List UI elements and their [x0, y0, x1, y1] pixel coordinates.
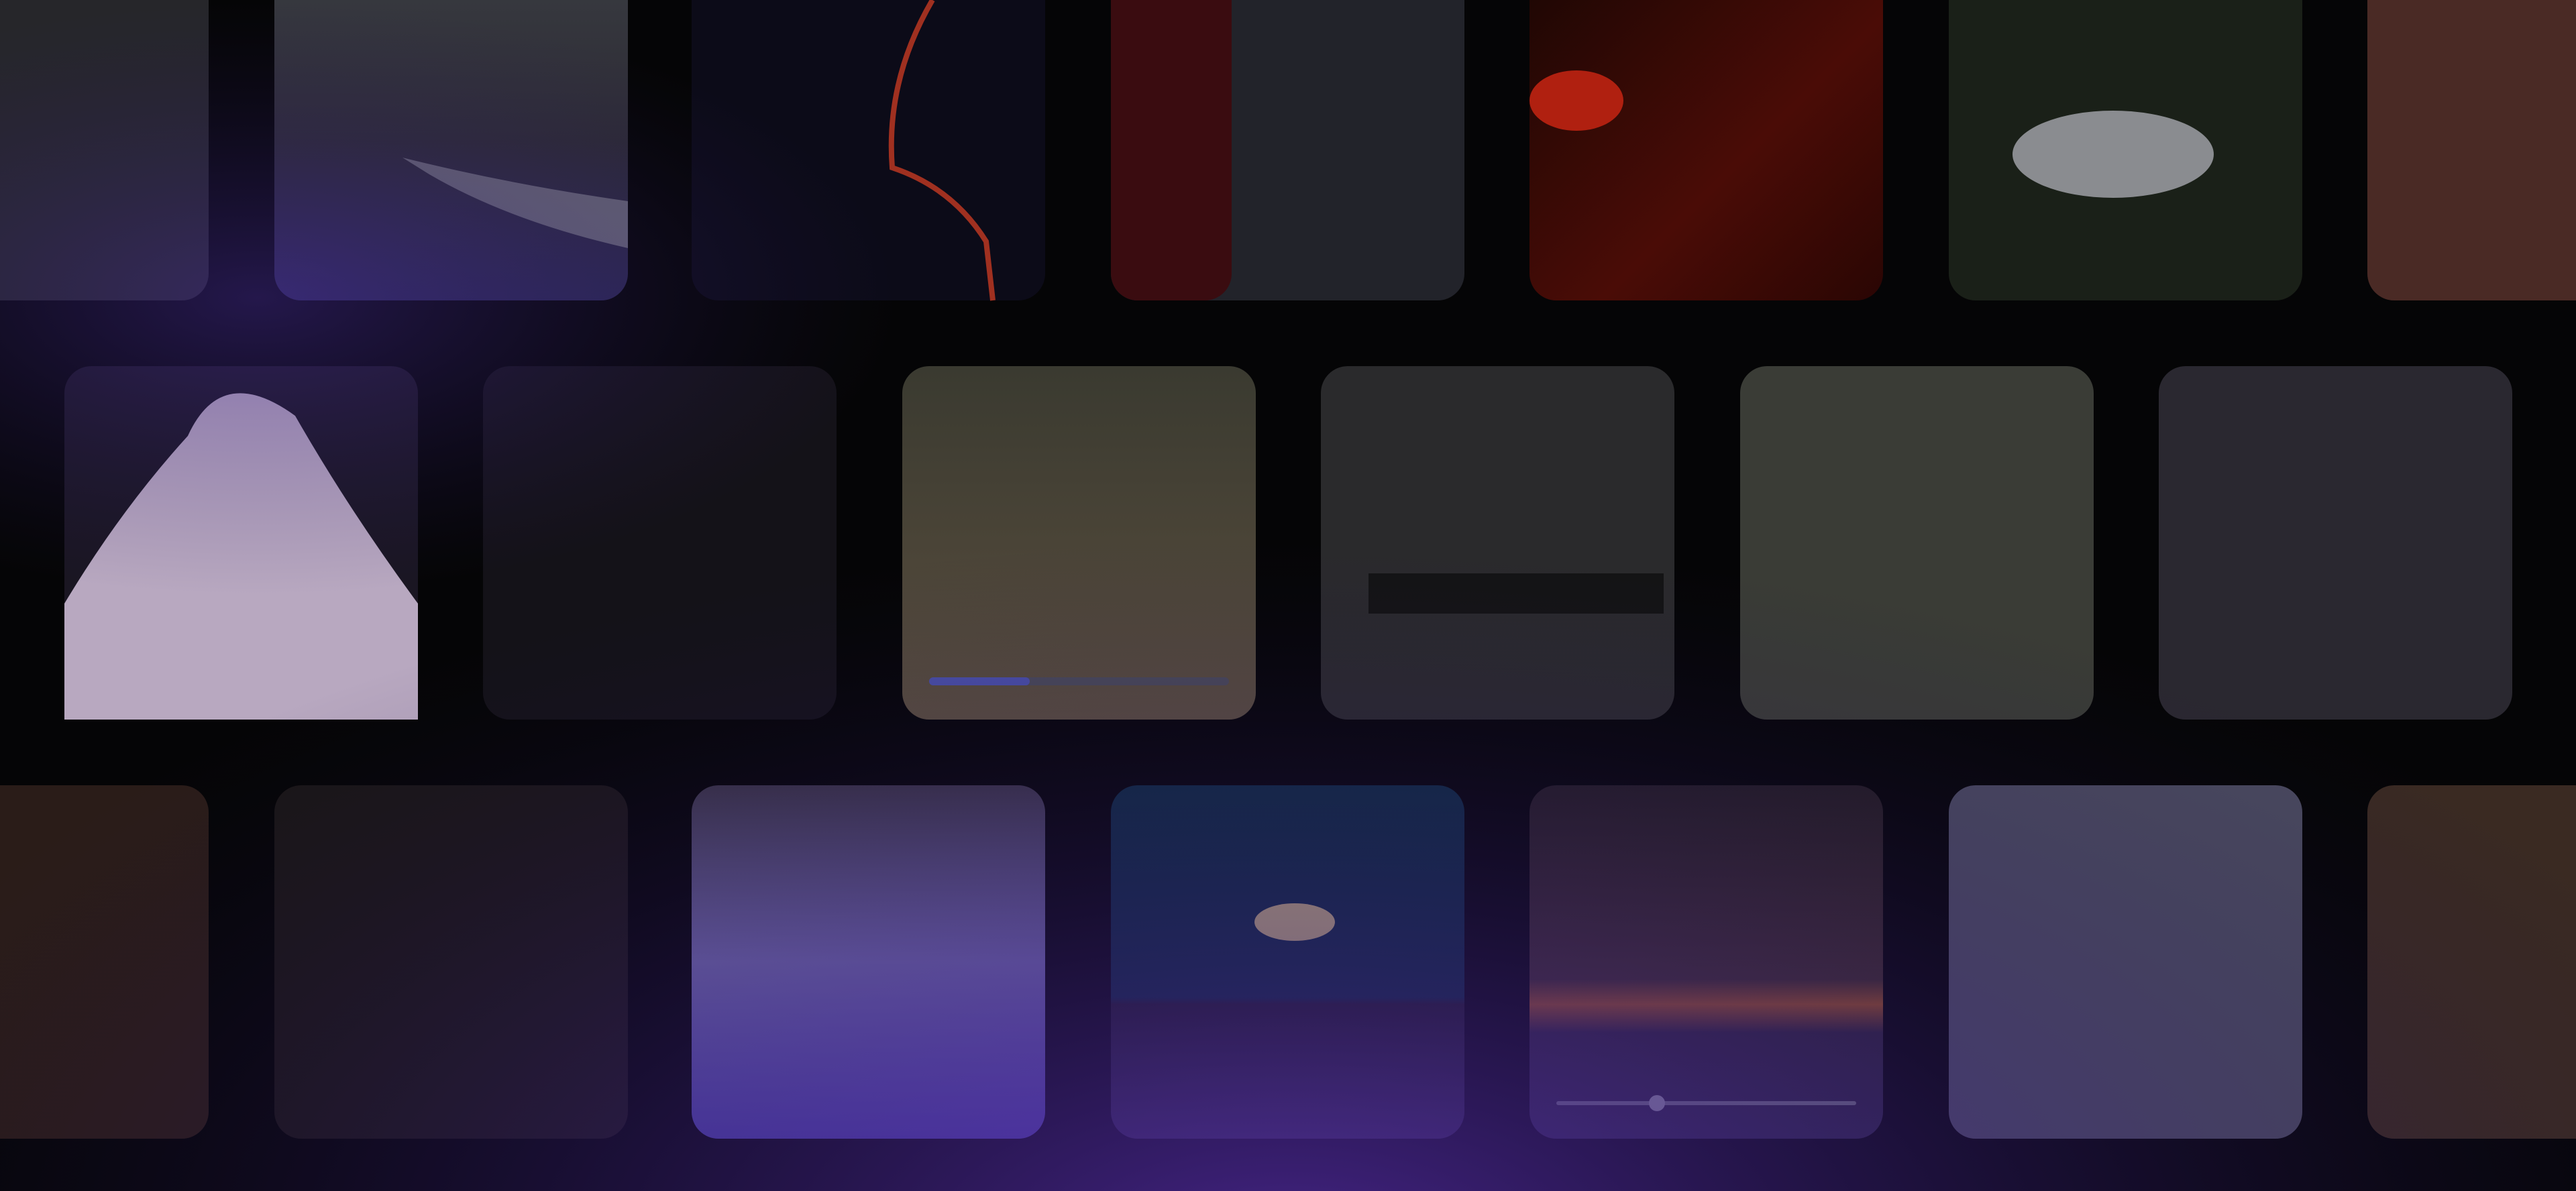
glow-overlay [0, 0, 2576, 1191]
gallery-background [0, 0, 2576, 1191]
page [0, 0, 2576, 1191]
